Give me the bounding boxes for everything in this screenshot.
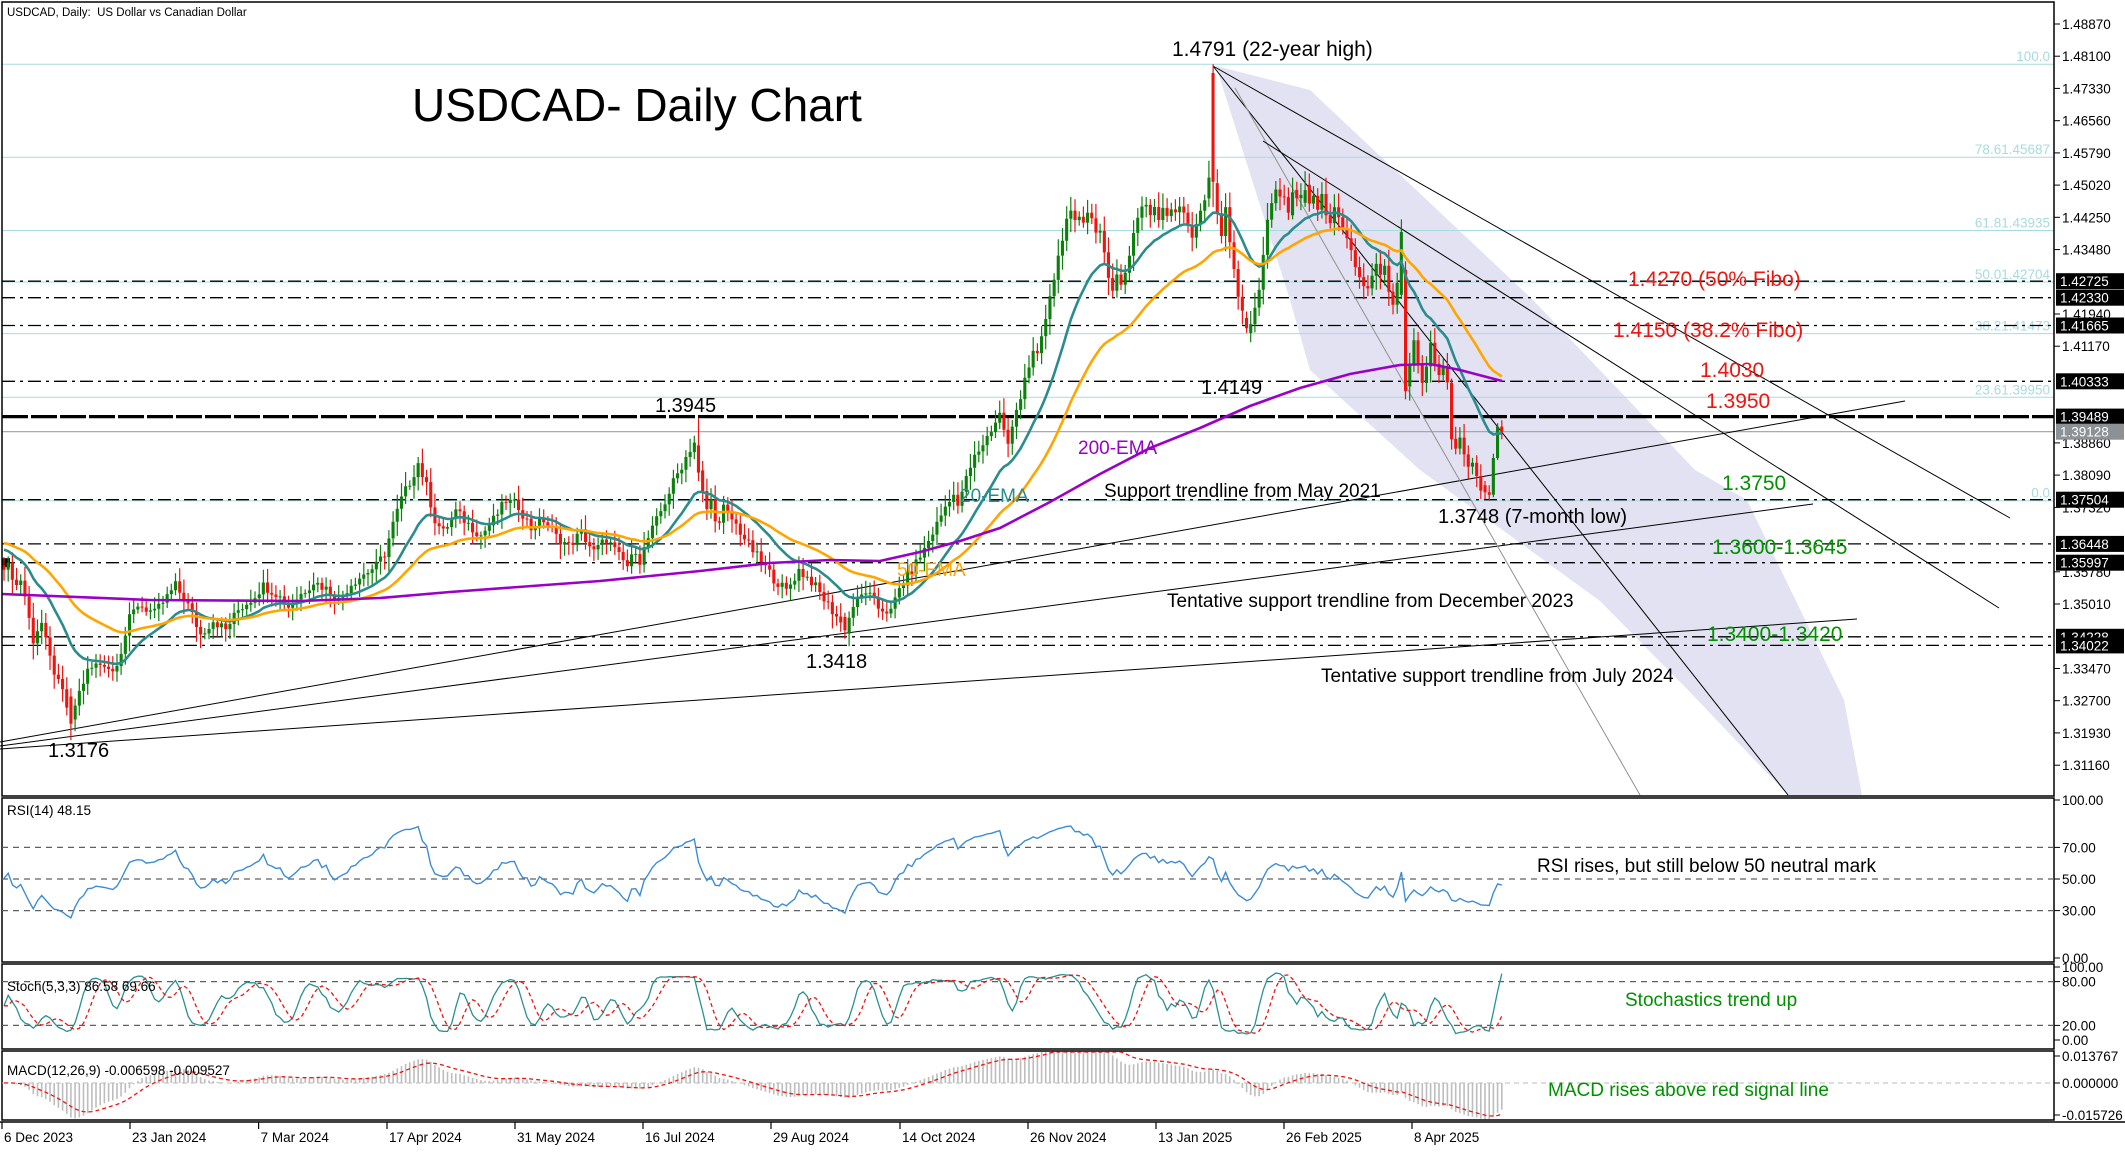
svg-text:1.36448: 1.36448 — [2060, 537, 2109, 552]
svg-text:1.42330: 1.42330 — [2060, 291, 2109, 306]
svg-text:-0.015726: -0.015726 — [2062, 1108, 2123, 1123]
svg-text:0.0: 0.0 — [2031, 486, 2050, 501]
svg-text:0.000000: 0.000000 — [2062, 1076, 2118, 1091]
svg-text:1.38090: 1.38090 — [2062, 468, 2111, 483]
svg-text:6 Dec 2023: 6 Dec 2023 — [4, 1130, 73, 1145]
svg-text:70.00: 70.00 — [2062, 840, 2096, 855]
svg-text:29 Aug 2024: 29 Aug 2024 — [773, 1130, 849, 1145]
svg-text:1.42725: 1.42725 — [2060, 274, 2109, 289]
svg-text:17 Apr 2024: 17 Apr 2024 — [389, 1130, 462, 1145]
svg-text:1.37504: 1.37504 — [2060, 493, 2109, 508]
svg-text:0.00: 0.00 — [2062, 951, 2088, 966]
svg-text:MACD(12,26,9) -0.006598 -0.009: MACD(12,26,9) -0.006598 -0.009527 — [7, 1063, 230, 1078]
svg-text:1.3600-1.3645: 1.3600-1.3645 — [1712, 536, 1847, 559]
svg-text:61.81.43935: 61.81.43935 — [1975, 216, 2050, 231]
svg-text:1.31160: 1.31160 — [2062, 758, 2110, 773]
svg-text:80.00: 80.00 — [2062, 975, 2096, 990]
svg-text:1.43480: 1.43480 — [2062, 243, 2111, 258]
svg-text:100.00: 100.00 — [2062, 793, 2103, 808]
svg-text:RSI rises, but still below 50: RSI rises, but still below 50 neutral ma… — [1537, 856, 1876, 877]
svg-text:1.3950: 1.3950 — [1706, 390, 1770, 413]
svg-text:Tentative support trendline fr: Tentative support trendline from Decembe… — [1167, 591, 1574, 612]
svg-text:1.39128: 1.39128 — [2060, 425, 2109, 440]
svg-text:1.40333: 1.40333 — [2060, 374, 2109, 389]
svg-text:RSI(14) 48.15: RSI(14) 48.15 — [7, 803, 91, 818]
svg-text:26 Feb 2025: 26 Feb 2025 — [1286, 1130, 1362, 1145]
svg-text:1.48870: 1.48870 — [2062, 17, 2111, 32]
svg-text:1.32700: 1.32700 — [2062, 694, 2111, 709]
svg-text:1.46560: 1.46560 — [2062, 114, 2111, 129]
svg-text:20.00: 20.00 — [2062, 1018, 2096, 1033]
svg-text:1.31930: 1.31930 — [2062, 726, 2111, 741]
svg-text:USDCAD- Daily Chart: USDCAD- Daily Chart — [412, 79, 862, 131]
svg-text:14 Oct 2024: 14 Oct 2024 — [902, 1130, 976, 1145]
svg-text:7 Mar 2024: 7 Mar 2024 — [261, 1130, 330, 1145]
svg-text:1.3176: 1.3176 — [48, 740, 109, 762]
svg-text:16 Jul 2024: 16 Jul 2024 — [645, 1130, 715, 1145]
svg-text:1.4149: 1.4149 — [1201, 377, 1262, 399]
svg-text:Tentative support trendline fr: Tentative support trendline from July 20… — [1321, 666, 1674, 687]
svg-text:50.01.42704: 50.01.42704 — [1975, 267, 2051, 282]
svg-text:1.47330: 1.47330 — [2062, 81, 2111, 96]
svg-text:78.61.45687: 78.61.45687 — [1975, 142, 2050, 157]
svg-text:30.00: 30.00 — [2062, 904, 2096, 919]
svg-text:23 Jan 2024: 23 Jan 2024 — [132, 1130, 207, 1145]
svg-text:0.013767: 0.013767 — [2062, 1049, 2118, 1064]
svg-text:Stoch(5,3,3) 86.58 69.66: Stoch(5,3,3) 86.58 69.66 — [7, 979, 156, 994]
svg-text:1.3945: 1.3945 — [655, 395, 716, 417]
svg-text:1.44250: 1.44250 — [2062, 210, 2111, 225]
svg-text:8 Apr 2025: 8 Apr 2025 — [1414, 1130, 1479, 1145]
svg-text:USDCAD, Daily: US Dollar vs C: USDCAD, Daily: US Dollar vs Canadian Dol… — [7, 7, 247, 19]
svg-text:Stochastics trend up: Stochastics trend up — [1625, 990, 1797, 1011]
svg-text:1.3400-1.3420: 1.3400-1.3420 — [1707, 623, 1842, 646]
svg-text:50.00: 50.00 — [2062, 872, 2096, 887]
svg-text:1.4791 (22-year high): 1.4791 (22-year high) — [1172, 38, 1373, 61]
svg-text:13 Jan 2025: 13 Jan 2025 — [1158, 1130, 1232, 1145]
svg-text:31 May 2024: 31 May 2024 — [517, 1130, 596, 1145]
svg-text:26 Nov 2024: 26 Nov 2024 — [1030, 1130, 1107, 1145]
svg-text:1.45020: 1.45020 — [2062, 178, 2111, 193]
svg-text:1.41170: 1.41170 — [2062, 339, 2110, 354]
svg-text:100.00: 100.00 — [2062, 960, 2103, 975]
svg-text:50-EMA: 50-EMA — [897, 560, 966, 581]
svg-text:MACD rises above red signal li: MACD rises above red signal line — [1548, 1080, 1829, 1101]
svg-text:1.33470: 1.33470 — [2062, 662, 2111, 677]
svg-text:1.4150 (38.2% Fibo): 1.4150 (38.2% Fibo) — [1613, 319, 1803, 342]
svg-text:1.4030: 1.4030 — [1700, 359, 1764, 382]
svg-text:1.41665: 1.41665 — [2060, 319, 2109, 334]
svg-text:Support trendline from May 202: Support trendline from May 2021 — [1104, 481, 1381, 502]
svg-text:100.0: 100.0 — [2016, 49, 2050, 64]
svg-text:1.3748 (7-month low): 1.3748 (7-month low) — [1438, 506, 1627, 528]
svg-text:1.39489: 1.39489 — [2060, 410, 2109, 425]
svg-text:200-EMA: 200-EMA — [1078, 438, 1158, 459]
svg-text:1.35010: 1.35010 — [2062, 597, 2111, 612]
svg-text:23.61.39950: 23.61.39950 — [1975, 382, 2050, 397]
svg-text:1.45790: 1.45790 — [2062, 146, 2111, 161]
svg-text:1.4270 (50% Fibo): 1.4270 (50% Fibo) — [1628, 268, 1801, 291]
svg-text:1.3750: 1.3750 — [1722, 472, 1786, 495]
svg-text:1.34022: 1.34022 — [2060, 638, 2109, 653]
svg-text:1.3418: 1.3418 — [806, 651, 867, 673]
svg-text:20-EMA: 20-EMA — [960, 486, 1029, 507]
svg-text:1.35997: 1.35997 — [2060, 556, 2109, 571]
svg-text:1.48100: 1.48100 — [2062, 49, 2111, 64]
svg-text:0.00: 0.00 — [2062, 1033, 2088, 1048]
